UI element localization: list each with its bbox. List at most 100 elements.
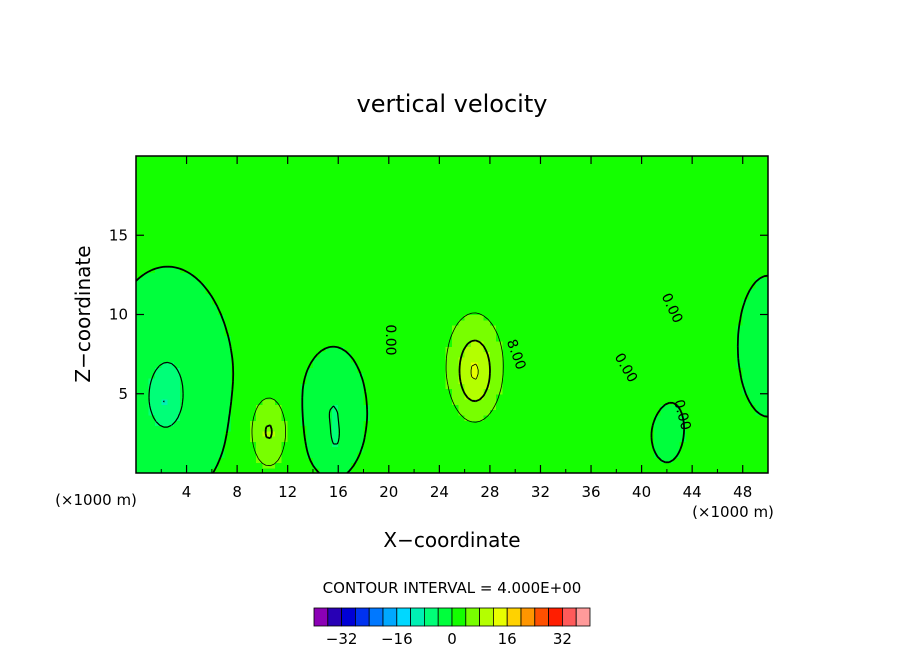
field-cell (249, 377, 257, 384)
field-cell (161, 251, 169, 257)
field-cell (597, 451, 605, 458)
field-cell (572, 229, 579, 236)
field-cell (698, 224, 706, 231)
field-cell (420, 314, 428, 321)
field-cell (635, 367, 643, 374)
field-cell (136, 314, 143, 321)
field-cell (180, 404, 188, 411)
field-cell (603, 235, 611, 242)
field-cell (331, 451, 339, 458)
field-cell (331, 414, 339, 421)
field-cell (420, 388, 428, 395)
field-cell (749, 356, 756, 363)
field-cell (199, 388, 207, 395)
field-cell (294, 214, 301, 220)
field-cell (717, 467, 725, 474)
field-cell (142, 208, 150, 215)
field-cell (281, 430, 289, 437)
field-cell (477, 451, 485, 458)
field-cell (281, 319, 289, 326)
field-cell (597, 240, 605, 247)
field-cell (616, 367, 624, 374)
field-cell (180, 409, 188, 416)
field-cell (502, 377, 510, 384)
field-cell (249, 356, 257, 363)
field-cell (331, 229, 339, 236)
field-cell (521, 356, 529, 363)
field-cell (496, 388, 504, 395)
field-cell (186, 298, 194, 305)
field-cell (306, 399, 314, 405)
field-cell (711, 245, 719, 252)
field-cell (458, 446, 466, 453)
field-cell (192, 272, 200, 279)
field-cell (180, 414, 188, 421)
field-cell (470, 404, 478, 411)
field-cell (527, 277, 535, 284)
field-cell (256, 314, 263, 321)
field-cell (749, 256, 756, 263)
field-cell (161, 240, 169, 247)
field-cell (508, 467, 516, 474)
field-cell (237, 362, 245, 368)
field-cell (243, 330, 251, 337)
field-cell (489, 409, 497, 416)
field-cell (679, 314, 687, 321)
field-cell (521, 256, 529, 263)
field-cell (641, 425, 649, 432)
field-cell (154, 282, 162, 289)
field-cell (312, 457, 320, 464)
field-cell (717, 309, 725, 316)
field-cell (616, 335, 624, 342)
field-cell (312, 319, 320, 326)
field-cell (433, 224, 440, 231)
field-cell (730, 256, 737, 263)
field-cell (218, 367, 226, 374)
field-cell (521, 240, 529, 247)
field-cell (698, 346, 706, 353)
field-cell (350, 451, 358, 458)
field-cell (306, 266, 314, 273)
field-cell (350, 277, 358, 284)
field-cell (376, 462, 384, 469)
field-cell (401, 446, 409, 453)
field-cell (717, 266, 725, 273)
field-cell (761, 414, 769, 421)
field-cell (654, 214, 662, 220)
field-cell (553, 303, 561, 310)
field-cell (287, 467, 295, 474)
field-cell (281, 208, 289, 215)
field-cell (294, 335, 301, 342)
field-cell (192, 288, 200, 294)
field-cell (376, 335, 384, 342)
field-cell (458, 356, 466, 363)
field-cell (591, 462, 598, 469)
field-cell (635, 266, 643, 273)
field-cell (755, 224, 763, 231)
field-cell (136, 251, 143, 257)
field-cell (565, 372, 573, 379)
field-cell (578, 436, 586, 442)
field-cell (483, 399, 491, 405)
field-cell (369, 277, 377, 284)
field-cell (502, 430, 510, 437)
field-cell (369, 346, 377, 353)
field-cell (483, 377, 491, 384)
field-cell (218, 309, 226, 316)
field-cell (489, 219, 497, 226)
field-cell (502, 214, 510, 220)
field-cell (312, 367, 320, 374)
field-cell (647, 309, 655, 316)
field-cell (679, 272, 687, 279)
field-cell (464, 404, 472, 411)
field-cell (704, 446, 712, 453)
field-cell (742, 377, 750, 384)
field-cell (628, 367, 636, 374)
field-cell (407, 436, 415, 442)
field-cell (161, 351, 169, 358)
field-cell (382, 266, 390, 273)
field-cell (679, 462, 687, 469)
field-cell (407, 224, 415, 231)
field-cell (148, 404, 156, 411)
field-cell (268, 224, 276, 231)
